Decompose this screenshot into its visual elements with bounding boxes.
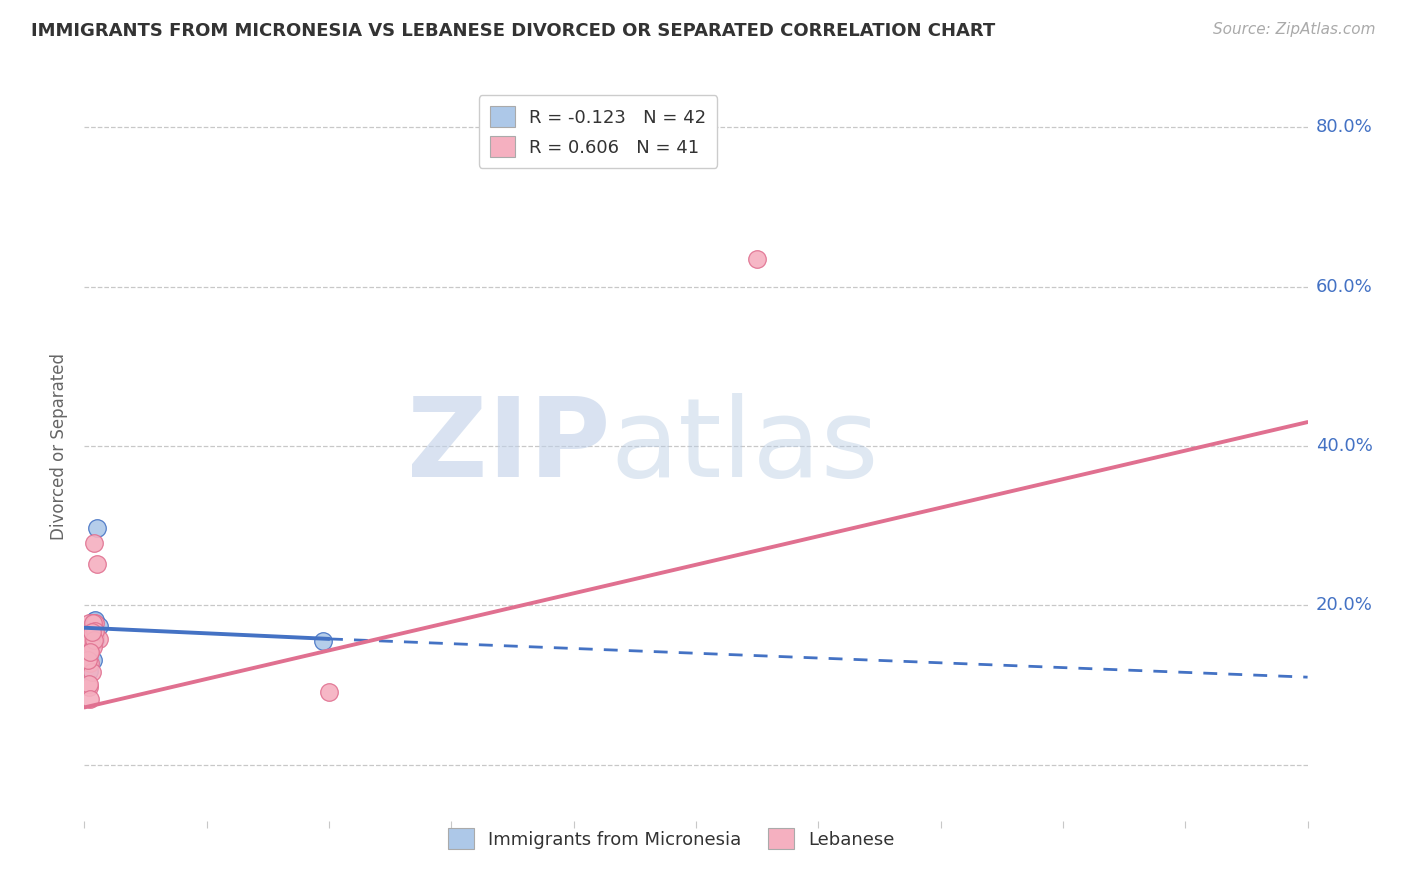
Point <box>80 626 103 640</box>
Point <box>77 664 100 678</box>
Point <box>80 621 103 635</box>
Text: 80.0%: 80.0% <box>1316 118 1372 136</box>
Point <box>83 634 105 648</box>
Point <box>77 640 100 655</box>
Point <box>80 620 103 634</box>
Point <box>84 615 107 630</box>
Point <box>87 632 110 646</box>
Point <box>77 640 100 655</box>
Legend: Immigrants from Micronesia, Lebanese: Immigrants from Micronesia, Lebanese <box>441 822 901 856</box>
Point <box>79 637 101 651</box>
Point <box>84 624 107 638</box>
Point <box>77 623 100 637</box>
Point <box>86 521 108 535</box>
Point <box>77 640 100 654</box>
Point <box>77 634 100 648</box>
Point <box>80 632 103 647</box>
Point <box>82 629 104 643</box>
Point <box>79 622 101 636</box>
Point <box>82 623 104 637</box>
Point <box>84 632 107 647</box>
Point <box>84 613 107 627</box>
Point <box>79 629 101 643</box>
Text: ZIP: ZIP <box>406 392 610 500</box>
Point <box>80 624 103 639</box>
Point <box>77 645 100 659</box>
Point <box>83 632 105 647</box>
Point <box>77 676 100 690</box>
Text: IMMIGRANTS FROM MICRONESIA VS LEBANESE DIVORCED OR SEPARATED CORRELATION CHART: IMMIGRANTS FROM MICRONESIA VS LEBANESE D… <box>31 22 995 40</box>
Point <box>80 624 103 638</box>
Y-axis label: Divorced or Separated: Divorced or Separated <box>51 352 69 540</box>
Point <box>82 640 104 654</box>
Point <box>77 638 100 652</box>
Point <box>82 618 104 632</box>
Point <box>747 252 769 266</box>
Point <box>77 652 100 666</box>
Point <box>83 615 105 629</box>
Point <box>79 645 101 659</box>
Point <box>82 629 104 643</box>
Text: 20.0%: 20.0% <box>1316 597 1372 615</box>
Text: Source: ZipAtlas.com: Source: ZipAtlas.com <box>1212 22 1375 37</box>
Point <box>77 680 100 694</box>
Point <box>79 630 101 644</box>
Point <box>86 557 108 571</box>
Point <box>79 637 101 651</box>
Point <box>77 637 100 651</box>
Point <box>80 625 103 640</box>
Point <box>79 692 101 706</box>
Point <box>80 629 103 643</box>
Point <box>79 632 101 646</box>
Point <box>77 642 100 657</box>
Point <box>77 645 100 659</box>
Point <box>77 650 100 665</box>
Point <box>82 624 104 638</box>
Point <box>80 632 103 646</box>
Point <box>80 630 103 644</box>
Point <box>80 625 103 640</box>
Point <box>318 684 340 698</box>
Point <box>82 629 104 643</box>
Point <box>77 615 100 630</box>
Point <box>80 625 103 640</box>
Point <box>82 615 104 630</box>
Point <box>84 629 107 643</box>
Point <box>312 634 335 648</box>
Point <box>79 645 101 659</box>
Text: 60.0%: 60.0% <box>1316 277 1372 295</box>
Point <box>83 619 105 633</box>
Point <box>80 630 103 644</box>
Point <box>79 632 101 646</box>
Point <box>82 621 104 635</box>
Point <box>79 626 101 640</box>
Point <box>80 629 103 643</box>
Point <box>79 634 101 648</box>
Point <box>77 632 100 646</box>
Point <box>83 536 105 550</box>
Point <box>87 619 110 633</box>
Point <box>83 615 105 630</box>
Point <box>80 665 103 679</box>
Point <box>82 623 104 637</box>
Point <box>77 652 100 666</box>
Point <box>83 624 105 638</box>
Point <box>82 652 104 666</box>
Point <box>77 640 100 654</box>
Point <box>79 656 101 670</box>
Text: 40.0%: 40.0% <box>1316 437 1372 455</box>
Point <box>83 617 105 632</box>
Point <box>79 624 101 638</box>
Text: atlas: atlas <box>610 392 879 500</box>
Point <box>80 632 103 646</box>
Point <box>77 640 100 654</box>
Point <box>77 638 100 652</box>
Point <box>79 629 101 643</box>
